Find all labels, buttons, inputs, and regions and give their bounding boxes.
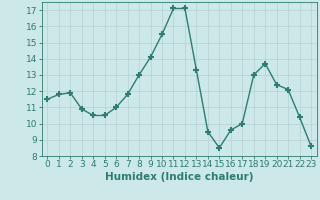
- X-axis label: Humidex (Indice chaleur): Humidex (Indice chaleur): [105, 172, 253, 182]
